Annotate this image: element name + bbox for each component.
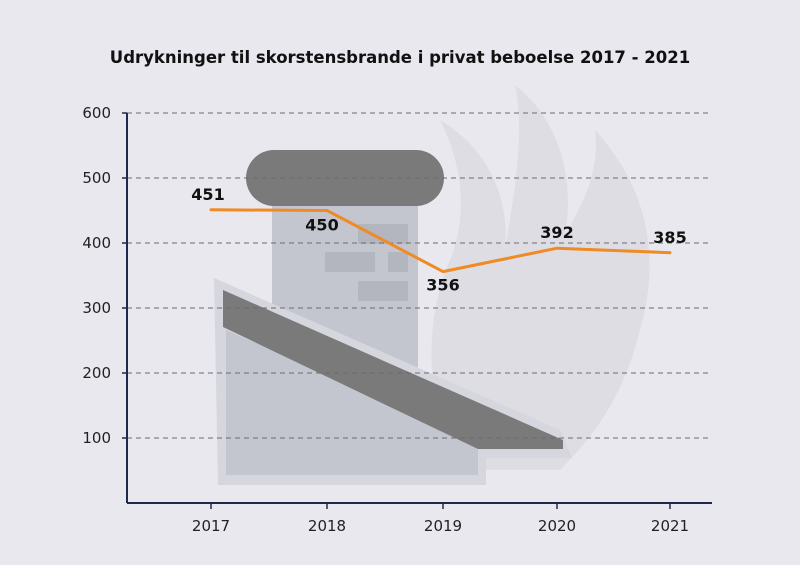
chimney-brick — [325, 252, 375, 272]
data-label: 451 — [191, 185, 224, 204]
chimney-brick — [358, 224, 408, 244]
y-tick-label: 500 — [82, 169, 111, 187]
x-tick-label: 2018 — [308, 517, 346, 535]
chimney-brick — [388, 252, 408, 272]
series-line — [209, 208, 672, 274]
y-tick-label: 300 — [82, 299, 111, 317]
data-label: 356 — [426, 276, 459, 295]
x-tick-label: 2020 — [538, 517, 576, 535]
data-label: 450 — [305, 216, 338, 235]
house-wall — [226, 330, 478, 475]
gridlines — [127, 112, 712, 439]
y-tick-label: 600 — [82, 104, 111, 122]
x-tick-label: 2017 — [192, 517, 230, 535]
axes — [122, 112, 712, 509]
data-labels: 451 450 356 392 385 — [191, 185, 686, 295]
y-tick-label: 400 — [82, 234, 111, 252]
data-label: 392 — [540, 223, 573, 242]
chimney-fire-illustration — [214, 85, 650, 485]
flame-shape — [431, 85, 650, 470]
x-tick-label: 2019 — [424, 517, 462, 535]
tick-labels: 100 200 300 400 500 600 2017 2018 2019 2020 2021 — [82, 104, 689, 535]
x-tick-label: 2021 — [651, 517, 689, 535]
data-label: 385 — [653, 228, 686, 247]
y-tick-label: 200 — [82, 364, 111, 382]
y-tick-label: 100 — [82, 429, 111, 447]
chimney-brick — [358, 281, 408, 301]
roof-slope — [223, 290, 563, 449]
chart-title: Udrykninger til skorstensbrande i privat… — [109, 48, 691, 67]
